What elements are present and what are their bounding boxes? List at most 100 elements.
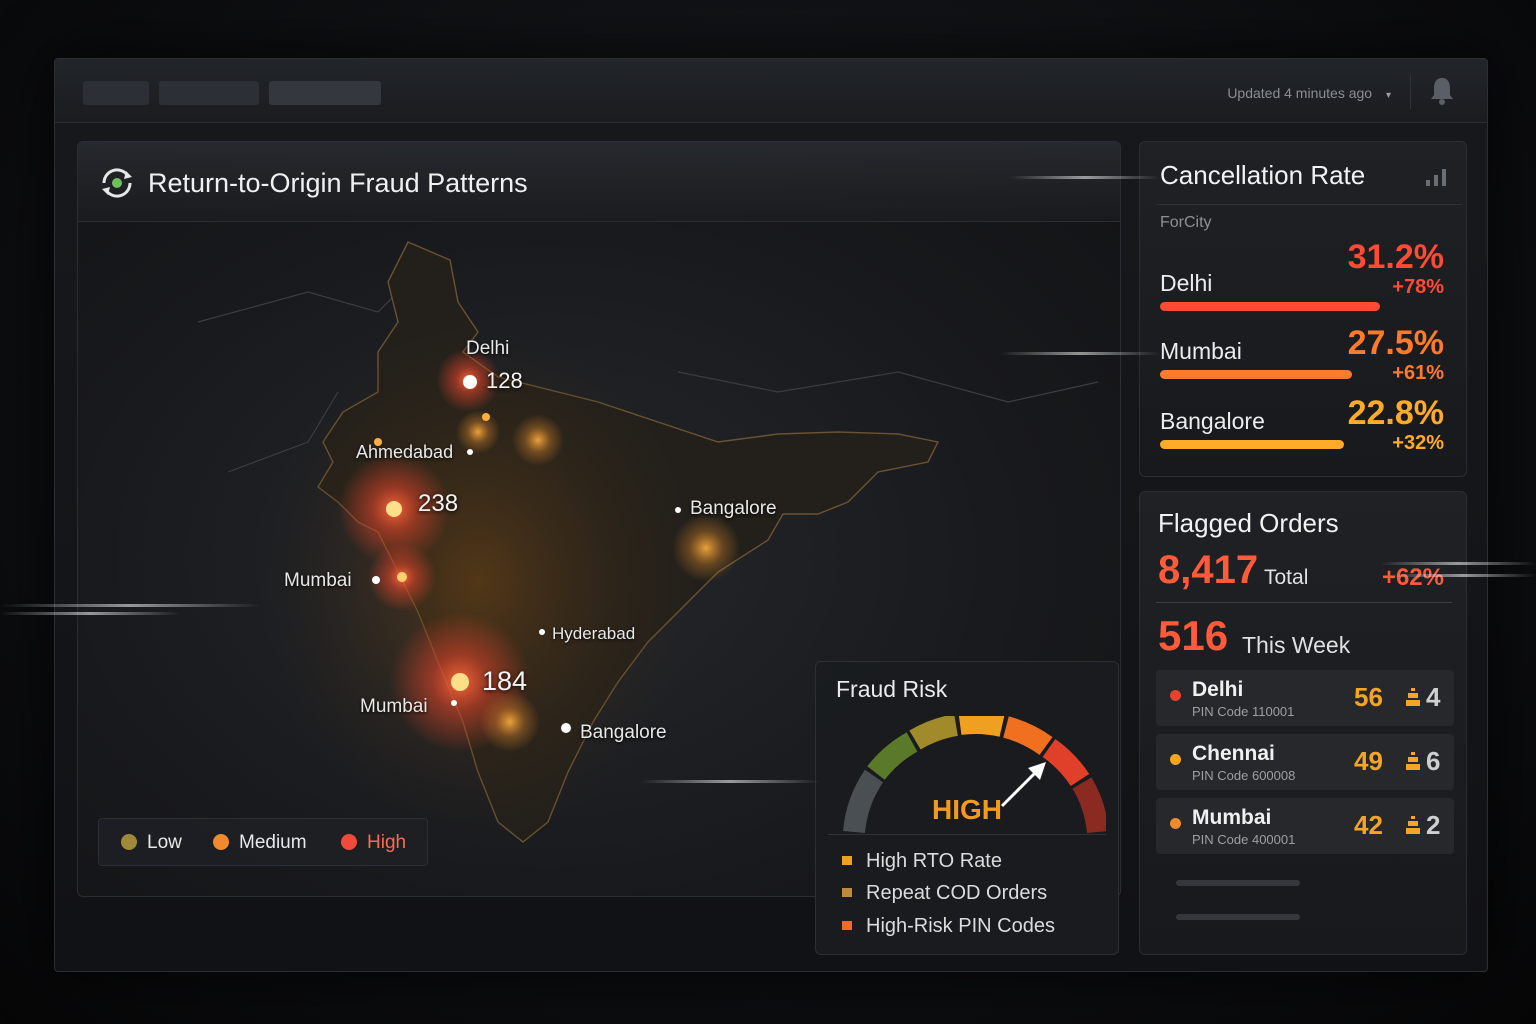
nav-tab-2[interactable] [159, 81, 259, 105]
risk-factor-repeat-cod: Repeat COD Orders [842, 882, 1047, 905]
city-label-mumbai-south: Mumbai [360, 696, 428, 717]
land-glow [258, 322, 698, 842]
cancellation-title: Cancellation Rate [1160, 160, 1366, 190]
cancel-rate-mumbai: 27.5% [1347, 324, 1444, 362]
bar-chart-icon[interactable] [1424, 166, 1448, 186]
glitch-line [1390, 574, 1536, 577]
hotspot-delhi-center [463, 375, 477, 389]
legend-label-medium: Medium [239, 832, 307, 853]
updated-dropdown[interactable]: Updated 4 minutes ago ▾ [1227, 85, 1391, 101]
refresh-target-icon [102, 168, 132, 198]
glitch-line [640, 780, 820, 783]
hotspot-count-ahmedabad: 238 [418, 490, 459, 517]
flag-icon [842, 856, 852, 865]
city-label-delhi: Delhi [466, 338, 510, 359]
map-header: Return-to-Origin Fraud Patterns [78, 142, 1120, 222]
flagged-orders-panel: Flagged Orders 8,417 Total +62% 516 This… [1139, 491, 1467, 955]
top-bar: Updated 4 minutes ago ▾ [55, 59, 1487, 123]
flagged-city: Mumbai [1192, 806, 1272, 829]
flagged-title: Flagged Orders [1158, 508, 1339, 538]
flagged-row-chennai[interactable]: Chennai PIN Code 600008 49 6 [1156, 734, 1454, 790]
cancel-bar-mumbai [1160, 370, 1352, 379]
box-stack-icon [1406, 688, 1420, 706]
risk-factor-label: High-Risk PIN Codes [866, 915, 1055, 937]
flag-icon [842, 888, 852, 897]
glitch-line [0, 604, 260, 607]
placeholder-line [1176, 880, 1300, 886]
cancel-rate-delhi: 31.2% [1347, 238, 1444, 276]
flagged-count: 56 [1354, 682, 1383, 712]
flagged-sub-count: 6 [1426, 746, 1441, 776]
marker-mumbai-south [451, 700, 457, 706]
flagged-sub-count: 4 [1426, 682, 1441, 712]
hotspot-mumbai-north-center [397, 572, 407, 582]
hotspot-count-delhi: 128 [486, 368, 523, 393]
flagged-total: 8,417 [1158, 548, 1259, 592]
cancel-change-delhi: +78% [1392, 276, 1444, 298]
glitch-line [1380, 562, 1536, 565]
placeholder-line [1176, 914, 1300, 920]
fraud-risk-gauge [843, 716, 1106, 834]
legend-medium[interactable]: Medium [213, 832, 307, 854]
city-label-hyderabad: Hyderabad [552, 624, 636, 643]
flagged-pin: PIN Code 600008 [1192, 768, 1296, 783]
flagged-row-delhi[interactable]: Delhi PIN Code 110001 56 4 [1156, 670, 1454, 726]
status-dot [1170, 690, 1181, 701]
hotspot-central-2 [456, 410, 500, 454]
hotspot-bangalore[interactable] [480, 692, 540, 752]
flagged-pin: PIN Code 400001 [1192, 832, 1296, 847]
flagged-week-label: This Week [1242, 632, 1351, 658]
flagged-pin: PIN Code 110001 [1192, 704, 1295, 719]
topbar-divider [1410, 75, 1411, 109]
nav-tab-1[interactable] [83, 81, 149, 105]
flagged-separator [1156, 602, 1452, 603]
marker-ahmedabad [467, 449, 473, 455]
marker-hyderabad [539, 629, 545, 635]
fraud-risk-separator [828, 834, 1106, 835]
bell-icon[interactable] [1427, 75, 1457, 107]
nav-tab-3[interactable] [269, 81, 381, 105]
flagged-count: 49 [1354, 746, 1383, 776]
cancel-change-mumbai: +61% [1392, 362, 1444, 384]
city-label-bangalore-east: Bangalore [690, 498, 777, 519]
flagged-total-label: Total [1264, 566, 1309, 589]
chevron-down-icon: ▾ [1385, 90, 1391, 101]
hotspot-count-south: 184 [482, 666, 528, 696]
glitch-line [0, 612, 180, 615]
flagged-week: 516 [1158, 612, 1229, 659]
updated-text: Updated 4 minutes ago [1227, 85, 1373, 101]
city-label-mumbai: Mumbai [284, 570, 352, 591]
cancellation-subtitle: ForCity [1160, 214, 1212, 231]
map-legend: Low Medium High [98, 818, 428, 866]
risk-factor-high-rto: High RTO Rate [842, 850, 1002, 873]
risk-factor-label: High RTO Rate [866, 850, 1002, 872]
cancel-city-delhi: Delhi [1160, 270, 1213, 296]
india-map[interactable] [78, 142, 1121, 897]
flagged-city: Delhi [1192, 678, 1244, 701]
hotspot-east[interactable] [672, 514, 740, 582]
city-label-ahmedabad: Ahmedabad [356, 442, 454, 462]
marker-mumbai [372, 576, 380, 584]
legend-dot-medium [213, 834, 229, 850]
cancel-city-mumbai: Mumbai [1160, 338, 1242, 364]
legend-label-low: Low [147, 832, 182, 853]
cancellation-separator [1156, 204, 1462, 205]
fraud-risk-title: Fraud Risk [836, 676, 948, 702]
flag-icon [842, 921, 852, 930]
cancel-rate-bangalore: 22.8% [1347, 394, 1444, 432]
cancellation-rate-panel: Cancellation Rate ForCity Delhi 31.2% +7… [1139, 141, 1467, 477]
hotspot-central-1 [512, 414, 564, 466]
flagged-count: 42 [1354, 810, 1383, 840]
fraud-risk-level: HIGH [932, 794, 1002, 825]
marker-bangalore-south [561, 723, 571, 733]
hotspot-minor-2 [374, 438, 382, 446]
flagged-city: Chennai [1192, 742, 1275, 765]
flagged-row-mumbai[interactable]: Mumbai PIN Code 400001 42 2 [1156, 798, 1454, 854]
legend-high[interactable]: High [341, 832, 406, 854]
glitch-line [1010, 176, 1160, 179]
hotspot-south-center [451, 673, 469, 691]
legend-low[interactable]: Low [121, 832, 182, 854]
flagged-total-change: +62% [1381, 564, 1444, 591]
legend-label-high: High [367, 832, 407, 853]
fraud-risk-panel: Fraud Risk HIGH High RTO Rate Repeat COD… [815, 661, 1119, 955]
